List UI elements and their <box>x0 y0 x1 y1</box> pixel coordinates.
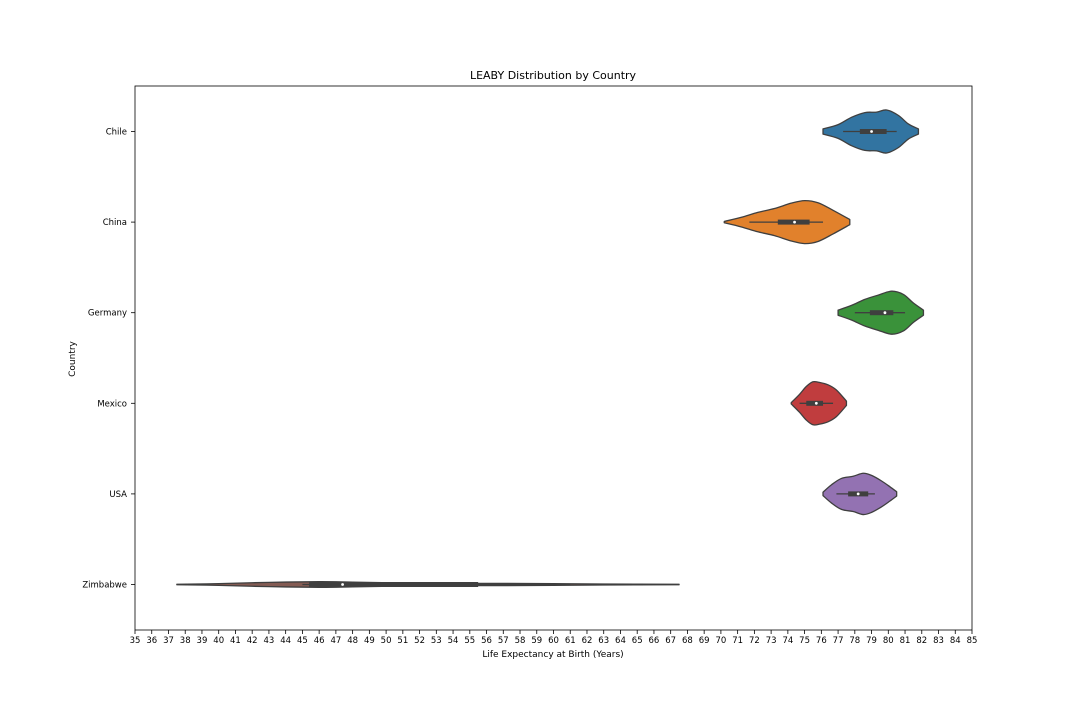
x-tick-label-49: 49 <box>364 636 375 646</box>
violins-group <box>176 109 925 588</box>
x-tick-label-76: 76 <box>816 636 827 646</box>
x-tick-label-68: 68 <box>682 636 693 646</box>
iqr-box-chile <box>859 129 887 134</box>
x-tick-label-81: 81 <box>900 636 911 646</box>
x-tick-label-41: 41 <box>230 636 241 646</box>
x-tick-label-44: 44 <box>280 636 291 646</box>
x-tick-label-51: 51 <box>397 636 408 646</box>
x-tick-label-69: 69 <box>699 636 710 646</box>
x-tick-label-82: 82 <box>916 636 927 646</box>
x-tick-label-83: 83 <box>933 636 944 646</box>
x-tick-label-67: 67 <box>665 636 676 646</box>
x-tick-label-74: 74 <box>782 636 793 646</box>
median-point-germany <box>883 311 887 315</box>
x-tick-label-64: 64 <box>615 636 626 646</box>
x-tick-label-45: 45 <box>297 636 308 646</box>
x-axis-label: Life Expectancy at Birth (Years) <box>482 650 623 660</box>
x-tick-label-56: 56 <box>481 636 492 646</box>
median-point-mexico <box>814 401 818 405</box>
chart-title: LEABY Distribution by Country <box>470 69 637 82</box>
y-tick-label-germany: Germany <box>88 309 127 319</box>
x-tick-label-58: 58 <box>515 636 526 646</box>
median-point-zimbabwe <box>341 583 344 586</box>
x-tick-label-37: 37 <box>163 636 174 646</box>
x-tick-label-84: 84 <box>950 636 961 646</box>
x-tick-label-72: 72 <box>749 636 760 646</box>
violin-china <box>723 199 851 245</box>
y-axis-label: Country <box>68 340 78 376</box>
x-tick-label-61: 61 <box>565 636 576 646</box>
violin-chile <box>822 109 920 154</box>
violin-germany <box>837 290 925 335</box>
median-point-usa <box>856 492 860 496</box>
iqr-box-zimbabwe <box>309 582 479 587</box>
x-tick-label-46: 46 <box>314 636 325 646</box>
x-tick-label-59: 59 <box>531 636 542 646</box>
x-tick-label-65: 65 <box>632 636 643 646</box>
y-tick-label-chile: Chile <box>106 128 127 138</box>
iqr-box-mexico <box>806 400 824 406</box>
x-tick-label-63: 63 <box>598 636 609 646</box>
x-tick-label-62: 62 <box>582 636 593 646</box>
x-tick-label-53: 53 <box>431 636 442 646</box>
y-tick-label-china: China <box>103 218 127 228</box>
violin-usa <box>822 472 898 516</box>
x-tick-label-35: 35 <box>130 636 141 646</box>
median-point-china <box>793 220 796 224</box>
y-ticks: Chile China Germany Mexico USA Zimbabwe <box>82 128 135 591</box>
x-tick-label-55: 55 <box>464 636 475 646</box>
iqr-box-germany <box>869 310 894 316</box>
x-tick-label-40: 40 <box>213 636 224 646</box>
x-tick-label-71: 71 <box>732 636 743 646</box>
x-tick-label-66: 66 <box>649 636 660 646</box>
x-tick-label-70: 70 <box>715 636 726 646</box>
x-ticks: 35 36 37 38 39 40 41 42 43 44 45 46 47 48 49 50 51 52 53 54… <box>130 630 978 646</box>
x-tick-label-54: 54 <box>448 636 459 646</box>
x-tick-label-43: 43 <box>264 636 275 646</box>
x-tick-label-73: 73 <box>766 636 777 646</box>
x-tick-label-75: 75 <box>799 636 810 646</box>
x-tick-label-57: 57 <box>498 636 509 646</box>
x-tick-label-42: 42 <box>247 636 258 646</box>
x-tick-label-39: 39 <box>197 636 208 646</box>
x-tick-label-36: 36 <box>146 636 157 646</box>
y-tick-label-zimbabwe: Zimbabwe <box>82 581 127 591</box>
x-tick-label-85: 85 <box>967 636 978 646</box>
plot-frame <box>134 85 973 631</box>
y-tick-label-mexico: Mexico <box>97 399 127 409</box>
x-tick-label-47: 47 <box>330 636 341 646</box>
x-tick-label-60: 60 <box>548 636 559 646</box>
x-tick-label-48: 48 <box>347 636 358 646</box>
violin-zimbabwe <box>176 581 680 588</box>
x-tick-label-50: 50 <box>381 636 392 646</box>
median-point-chile <box>870 130 873 133</box>
x-tick-label-80: 80 <box>883 636 894 646</box>
x-tick-label-78: 78 <box>849 636 860 646</box>
x-tick-label-77: 77 <box>833 636 844 646</box>
violin-mexico <box>790 380 848 426</box>
x-tick-label-38: 38 <box>180 636 191 646</box>
x-tick-label-52: 52 <box>414 636 425 646</box>
x-tick-label-79: 79 <box>866 636 877 646</box>
y-tick-label-usa: USA <box>109 490 127 500</box>
